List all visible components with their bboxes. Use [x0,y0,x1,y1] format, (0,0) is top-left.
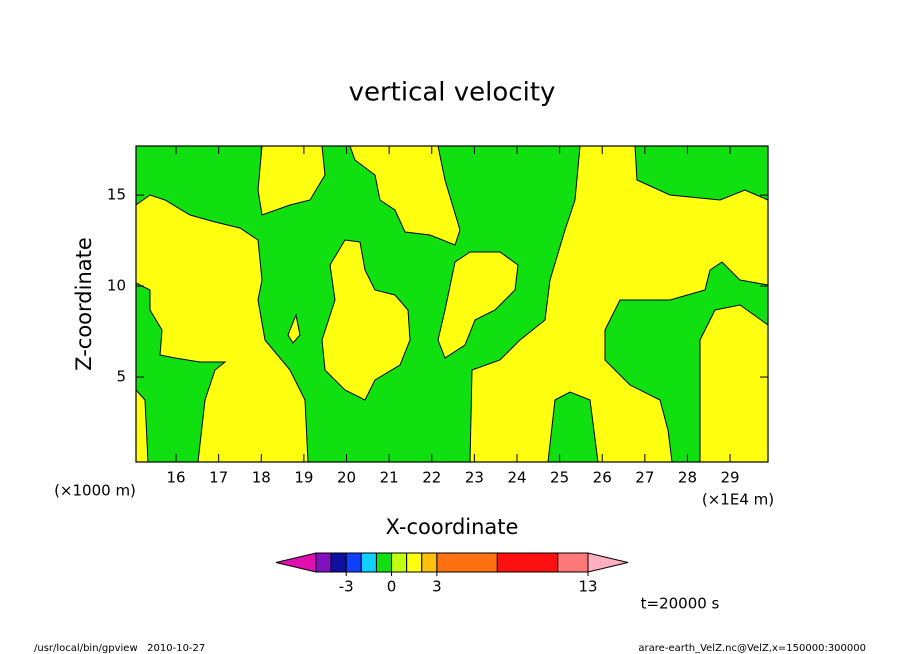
contour-regions [135,145,769,463]
x-tick-label: 26 [593,469,612,487]
colorbar-box [315,552,332,573]
region [437,251,519,359]
region [349,145,461,246]
x-tick-label: 20 [337,469,356,487]
y-tick-label: 15 [107,186,126,204]
x-tick-label: 21 [380,469,399,487]
x-tick-label: 27 [635,469,654,487]
region [469,145,769,463]
colorbar-tick-label: 13 [578,578,597,596]
colorbar-box [360,552,377,573]
colorbar-tick-label: 3 [432,578,442,596]
x-axis-label: X-coordinate [386,515,519,539]
y-unit-label: (×1000 m) [54,482,136,500]
chart-title: vertical velocity [349,78,556,108]
y-axis-label: Z-coordinate [72,237,96,371]
time-label: t=20000 s [641,595,720,613]
x-tick-label: 19 [294,469,313,487]
colorbar-box [436,552,498,573]
contour-field [135,145,769,463]
colorbar-tick-label: 0 [387,578,397,596]
colorbar-box [345,552,362,573]
region [321,239,411,401]
x-tick-label: 24 [507,469,526,487]
colorbar-tick-label: -3 [339,578,354,596]
region [699,304,769,463]
x-tick-label: 22 [422,469,441,487]
region [287,313,301,344]
x-tick-label: 25 [550,469,569,487]
colorbar-box [406,552,423,573]
x-tick-label: 28 [678,469,697,487]
region [257,145,326,216]
plot-frame [135,145,769,463]
x-unit-label: (×1E4 m) [702,491,774,509]
colorbar-box [496,552,559,573]
colorbar-box [557,552,589,573]
footer-left: /usr/local/bin/gpview 2010-10-27 [34,643,205,654]
x-tick-label: 17 [209,469,228,487]
colorbar-box [421,552,438,573]
colorbar-box [375,552,393,573]
y-tick-label: 10 [107,277,126,295]
colorbar-box [391,552,408,573]
colorbar-max-triangle [587,552,629,573]
x-tick-label: 18 [252,469,271,487]
colorbar-box [330,552,347,573]
colorbar-min-triangle [275,552,317,573]
x-tick-label: 23 [465,469,484,487]
x-tick-label: 29 [721,469,740,487]
x-tick-label: 16 [167,469,186,487]
footer-right: arare-earth_VelZ.nc@VelZ,x=150000:300000 [638,643,866,654]
y-tick-label: 5 [116,368,126,386]
